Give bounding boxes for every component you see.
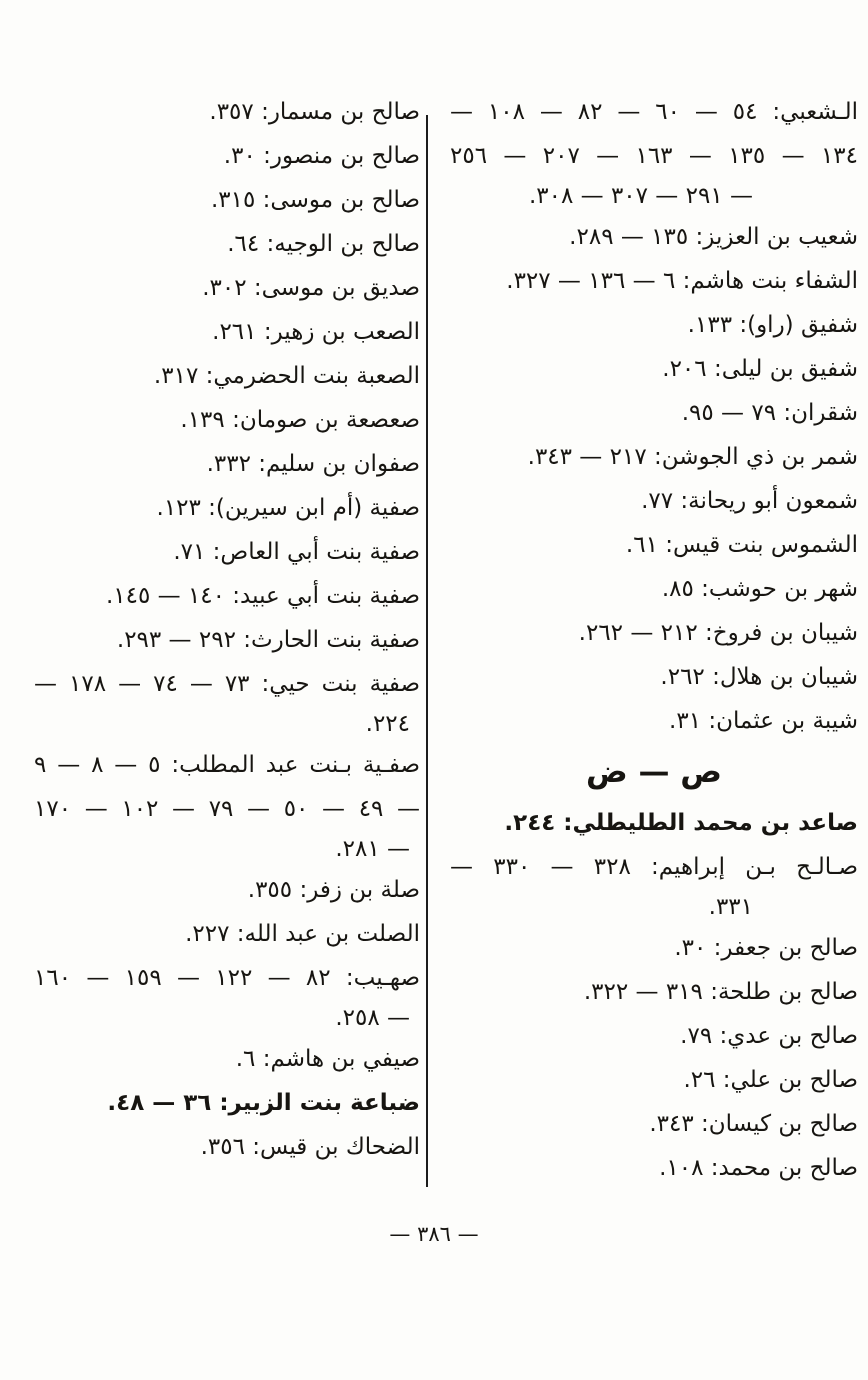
- index-entry: الـشعبي: ٥٤ — ٦٠ — ٨٢ — ١٠٨ —: [450, 99, 859, 125]
- index-entry: ٣٣١.: [708, 894, 753, 920]
- index-entry: شقران: ٧٩ — ٩٥.: [681, 400, 858, 426]
- index-entry: صفوان بن سليم: ٣٣٢.: [206, 451, 420, 477]
- index-entry: صلة بن زفر: ٣٥٥.: [247, 877, 420, 903]
- index-column-left: صالح بن مسمار: ٣٥٧. صالح بن منصور: ٣٠. صال…: [34, 90, 420, 1169]
- index-entry: صالح بن طلحة: ٣١٩ — ٣٢٢.: [583, 979, 858, 1005]
- index-entry: صـالـح بـن إبراهيم: ٣٢٨ — ٣٣٠ —: [450, 854, 859, 880]
- index-entry: — ٢٨١.: [335, 836, 410, 862]
- index-entry: صفية (أم ابن سيرين): ١٢٣.: [156, 495, 421, 521]
- index-entry: صالح بن جعفر: ٣٠.: [674, 935, 858, 961]
- index-entry: صالح بن عدي: ٧٩.: [680, 1023, 858, 1049]
- index-entry: الصعبة بنت الحضرمي: ٣١٧.: [153, 363, 420, 389]
- index-entry: صفية بنت أبي عبيد: ١٤٠ — ١٤٥.: [105, 583, 420, 609]
- index-entry: — ٢٥٨.: [335, 1005, 410, 1031]
- index-entry: شيبة بن عثمان: ٣١.: [669, 708, 858, 734]
- index-entry: شعيب بن العزيز: ١٣٥ — ٢٨٩.: [569, 224, 858, 250]
- index-entry: شمعون أبو ريحانة: ٧٧.: [641, 488, 858, 514]
- index-columns: الـشعبي: ٥٤ — ٦٠ — ٨٢ — ١٠٨ — ١٣٤ — ١٣٥ —…: [34, 90, 858, 1190]
- index-entry: صالح بن مسمار: ٣٥٧.: [209, 99, 420, 125]
- index-column-right: الـشعبي: ٥٤ — ٦٠ — ٨٢ — ١٠٨ — ١٣٤ — ١٣٥ —…: [450, 90, 858, 1190]
- index-entry: صالح بن موسى: ٣١٥.: [210, 187, 420, 213]
- index-entry: — ٢٩١ — ٣٠٧ — ٣٠٨.: [528, 183, 753, 209]
- index-entry: صفية بنت أبي العاص: ٧١.: [173, 539, 420, 565]
- index-entry: شمر بن ذي الجوشن: ٢١٧ — ٣٤٣.: [527, 444, 858, 470]
- index-entry: صالح بن كيسان: ٣٤٣.: [649, 1111, 858, 1137]
- index-entry: صالح بن منصور: ٣٠.: [223, 143, 420, 169]
- index-entry: صالح بن الوجيه: ٦٤.: [227, 231, 420, 257]
- index-entry: شهر بن حوشب: ٨٥.: [661, 576, 858, 602]
- index-entry: صيفي بن هاشم: ٦.: [235, 1046, 420, 1072]
- column-divider: [426, 115, 428, 1187]
- index-entry: شفيق بن ليلى: ٢٠٦.: [662, 356, 858, 382]
- index-entry: صديق بن موسى: ٣٠٢.: [202, 275, 420, 301]
- index-entry: صالح بن علي: ٢٦.: [683, 1067, 858, 1093]
- index-entry: شفيق (راو): ١٣٣.: [687, 312, 858, 338]
- index-entry: — ٤٩ — ٥٠ — ٧٩ — ١٠٢ — ١٧٠: [34, 796, 421, 822]
- index-entry: الشموس بنت قيس: ٦١.: [625, 532, 858, 558]
- index-entry: صاعد بن محمد الطليطلي: ٢٤٤.: [504, 810, 858, 836]
- index-entry: ضباعة بنت الزبير: ٣٦ — ٤٨.: [107, 1090, 420, 1116]
- index-entry: الصعب بن زهير: ٢٦١.: [212, 319, 420, 345]
- index-entry: ٢٢٤.: [365, 711, 410, 737]
- index-entry: شيبان بن فروخ: ٢١٢ — ٢٦٢.: [578, 620, 858, 646]
- index-entry: صهـيب: ٨٢ — ١٢٢ — ١٥٩ — ١٦٠: [34, 965, 421, 991]
- index-entry: شيبان بن هلال: ٢٦٢.: [660, 664, 858, 690]
- index-entry: صعصعة بن صومان: ١٣٩.: [180, 407, 420, 433]
- index-entry: الصلت بن عبد الله: ٢٢٧.: [185, 921, 420, 947]
- index-entry: صالح بن محمد: ١٠٨.: [659, 1155, 858, 1181]
- index-entry: الضحاك بن قيس: ٣٥٦.: [200, 1134, 420, 1160]
- index-entry: صفية بنت حيي: ٧٣ — ٧٤ — ١٧٨ —: [34, 671, 421, 697]
- section-header: ص — ض: [586, 754, 722, 790]
- index-entry: صفية بنت الحارث: ٢٩٢ — ٢٩٣.: [116, 627, 420, 653]
- page-number: — ٣٨٦ —: [389, 1222, 479, 1246]
- index-entry: الشفاء بنت هاشم: ٦ — ١٣٦ — ٣٢٧.: [506, 268, 858, 294]
- index-entry: صفـية بـنت عبد المطلب: ٥ — ٨ — ٩: [34, 752, 421, 778]
- index-entry: ١٣٤ — ١٣٥ — ١٦٣ — ٢٠٧ — ٢٥٦: [450, 143, 858, 169]
